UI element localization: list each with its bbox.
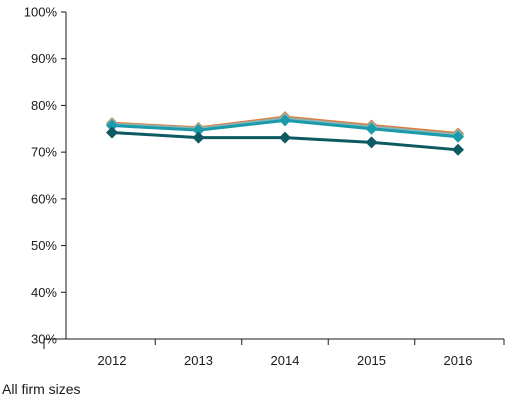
x-axis: 2012 2013 2014 2015 2016 (43, 338, 505, 368)
series-group (106, 111, 464, 156)
y-tick-label: 40% (31, 285, 57, 300)
chart-caption: All firm sizes (2, 381, 81, 397)
y-tick-label: 100% (24, 5, 58, 20)
data-point-marker (192, 124, 205, 137)
x-tick-label: 2016 (444, 353, 473, 368)
x-tick-label: 2015 (357, 353, 386, 368)
x-tick-label: 2014 (271, 353, 300, 368)
y-tick-label: 50% (31, 238, 57, 253)
data-point-marker (452, 143, 464, 156)
data-point-marker (279, 131, 291, 144)
data-point-marker (365, 136, 378, 149)
y-tick-label: 80% (31, 98, 57, 113)
x-tick-label: 2012 (98, 353, 127, 368)
data-point-marker (106, 119, 118, 132)
y-tick-label: 70% (31, 145, 57, 160)
series-3 (106, 114, 464, 143)
data-point-marker (192, 131, 205, 144)
data-point-marker (279, 114, 291, 127)
x-tick-label: 2013 (184, 353, 213, 368)
data-point-marker (365, 122, 378, 135)
y-tick-label: 60% (31, 191, 57, 206)
data-point-marker (452, 130, 464, 143)
series-4 (106, 126, 464, 156)
y-tick-label: 90% (31, 51, 57, 66)
y-axis: 30%40%50%60%70%80%90%100% (24, 5, 67, 347)
data-point-marker (106, 126, 118, 139)
